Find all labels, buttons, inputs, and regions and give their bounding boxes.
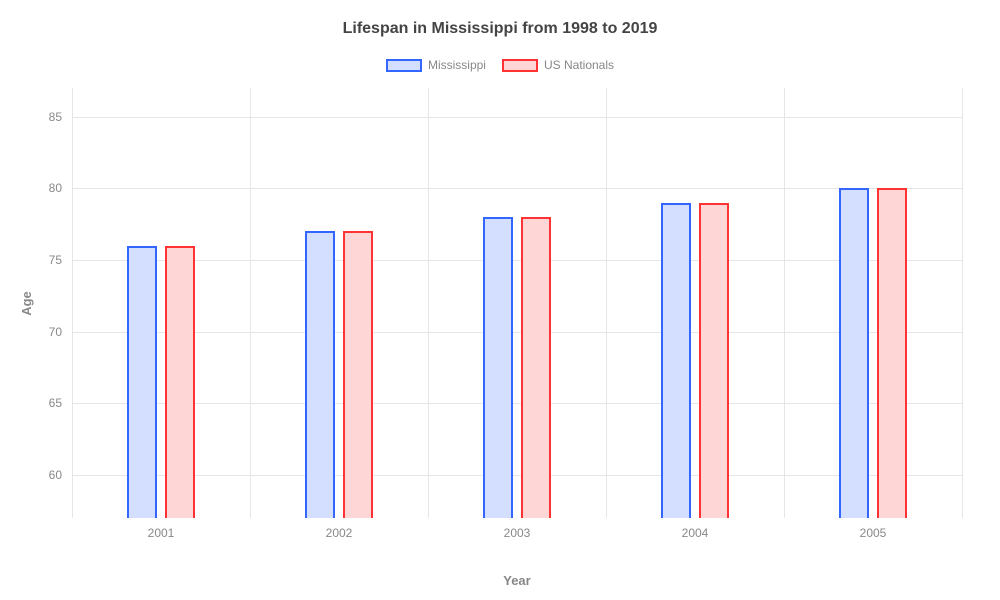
y-tick-label: 60	[49, 468, 62, 482]
legend: Mississippi US Nationals	[0, 58, 1000, 77]
chart-title: Lifespan in Mississippi from 1998 to 201…	[0, 20, 1000, 38]
bar[interactable]	[483, 217, 513, 518]
bar[interactable]	[877, 188, 907, 518]
gridline-horizontal	[72, 260, 962, 261]
x-tick-label: 2004	[682, 526, 709, 540]
gridline-vertical	[250, 88, 251, 518]
y-axis-title: Age	[18, 88, 34, 518]
legend-item[interactable]: Mississippi	[386, 58, 486, 72]
gridline-horizontal	[72, 332, 962, 333]
y-tick-label: 80	[49, 181, 62, 195]
legend-swatch	[386, 59, 422, 72]
bar[interactable]	[305, 231, 335, 518]
y-tick-label: 75	[49, 253, 62, 267]
legend-label: US Nationals	[544, 58, 614, 72]
gridline-vertical	[428, 88, 429, 518]
bar[interactable]	[127, 246, 157, 518]
gridline-horizontal	[72, 188, 962, 189]
gridline-horizontal	[72, 403, 962, 404]
gridline-horizontal	[72, 475, 962, 476]
chart-container: Lifespan in Mississippi from 1998 to 201…	[0, 0, 1000, 600]
x-tick-label: 2005	[860, 526, 887, 540]
gridline-vertical	[606, 88, 607, 518]
y-axis-label: Age	[19, 291, 34, 316]
x-tick-label: 2002	[326, 526, 353, 540]
legend-item[interactable]: US Nationals	[502, 58, 614, 72]
bar[interactable]	[343, 231, 373, 518]
legend-swatch	[502, 59, 538, 72]
x-tick-label: 2001	[148, 526, 175, 540]
bar[interactable]	[165, 246, 195, 518]
y-tick-label: 85	[49, 110, 62, 124]
y-tick-label: 65	[49, 396, 62, 410]
gridline-vertical	[962, 88, 963, 518]
x-tick-label: 2003	[504, 526, 531, 540]
legend-label: Mississippi	[428, 58, 486, 72]
bar[interactable]	[661, 203, 691, 518]
gridline-vertical	[72, 88, 73, 518]
y-tick-label: 70	[49, 325, 62, 339]
gridline-vertical	[784, 88, 785, 518]
bar[interactable]	[521, 217, 551, 518]
x-axis-title: Year	[72, 573, 962, 588]
gridline-horizontal	[72, 117, 962, 118]
plot-area: 60657075808520012002200320042005	[72, 88, 962, 518]
bar[interactable]	[839, 188, 869, 518]
bar[interactable]	[699, 203, 729, 518]
